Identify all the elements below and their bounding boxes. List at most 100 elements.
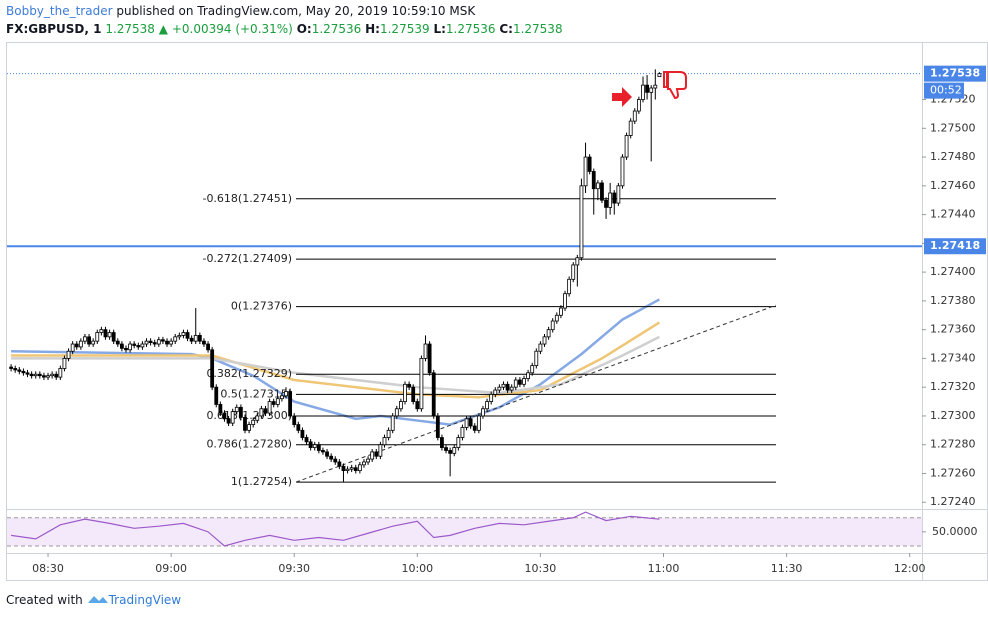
candle-body (341, 465, 346, 472)
thumbs-down-icon (663, 71, 687, 100)
candle-body (296, 424, 301, 431)
candle-body (542, 336, 547, 345)
candle-body (530, 365, 535, 374)
candle-body (501, 383, 506, 388)
x-tick-label: 09:00 (155, 562, 187, 575)
candle-body (554, 314, 559, 322)
candle-body (476, 415, 481, 431)
candle-body (238, 406, 243, 418)
ohlc-value: 1.27538 (512, 22, 563, 36)
candle-body (427, 343, 432, 374)
frame (6, 42, 988, 581)
candle-body (284, 391, 288, 397)
candle-body (50, 373, 55, 377)
y-tick-label: 1.27260 (930, 466, 976, 479)
candle-body (42, 375, 46, 378)
candle-body (62, 358, 67, 369)
candle-body (353, 467, 358, 472)
candle-body (288, 391, 293, 417)
candle-body (312, 444, 317, 448)
author[interactable]: Bobby_the_trader (6, 4, 113, 18)
x-tick-label: 09:30 (278, 562, 310, 575)
candle-body (649, 87, 654, 93)
x-tick-label: 08:30 (32, 562, 64, 575)
candle-body (140, 343, 145, 348)
y-tick-label: 1.27440 (930, 208, 976, 221)
candle-body (304, 437, 309, 443)
chart: -0.618(1.27451) -0.272(1.27409) 0(1.27376)… (6, 42, 988, 581)
candle-body (107, 332, 112, 338)
candle-body (210, 349, 215, 388)
candle-body (95, 332, 100, 342)
ohlc-label: L: (433, 22, 446, 36)
candle-body (337, 461, 342, 467)
candle-body (165, 340, 169, 345)
candle-body (620, 156, 625, 187)
candle-body (399, 401, 403, 410)
candle-body (550, 320, 555, 331)
y-tick-label: 1.27340 (930, 351, 976, 364)
x-tick-label: 11:30 (771, 562, 803, 575)
countdown: 00:52 (930, 84, 962, 97)
candle-body (66, 350, 71, 359)
fib-label: 0.786(1.27280) (206, 438, 292, 451)
candle-body (271, 401, 276, 405)
candle-body (247, 424, 251, 431)
trend-line (295, 304, 777, 483)
candle-body (575, 257, 580, 266)
candle-body (431, 372, 436, 417)
candle-body (275, 398, 280, 405)
candle-body (362, 461, 366, 466)
candle-body (308, 441, 313, 448)
candle-body (616, 185, 621, 204)
candle-body (119, 343, 124, 349)
candle-body (74, 343, 79, 348)
candle-body (489, 393, 494, 402)
candle-body (481, 408, 485, 417)
fib-label: 0.5(1.27315) (220, 387, 292, 400)
candle-body (505, 383, 510, 391)
candle-body (189, 337, 194, 342)
brand[interactable]: TradingView (108, 593, 182, 607)
y-tick-label: 1.27460 (930, 179, 976, 192)
ohlc: O:1.27536 H:1.27539 L:1.27536 C:1.27538 (297, 22, 563, 36)
candle-body (612, 192, 617, 204)
candle-body (366, 458, 370, 463)
candle-body (300, 429, 305, 438)
candle-body (70, 343, 75, 352)
candle-body (267, 401, 272, 414)
candle-body (202, 340, 206, 345)
candle-body (546, 329, 551, 338)
candle-body (464, 418, 469, 428)
last-price: 1.27538 (105, 22, 155, 36)
candle-body (169, 340, 174, 345)
candle-body (595, 182, 600, 190)
fib-label: -0.272(1.27409) (202, 252, 292, 265)
candle-body (222, 412, 227, 420)
candle-body (111, 332, 116, 342)
fib-label: -0.618(1.27451) (202, 192, 292, 205)
candle-body (628, 120, 633, 136)
candle-body (226, 418, 231, 424)
x-tick-label: 11:00 (648, 562, 680, 575)
candle-body (390, 415, 395, 431)
candle-body (316, 444, 321, 451)
y-tick-label: 1.27380 (930, 294, 976, 307)
candle-body (517, 379, 522, 385)
countdown-box (924, 82, 964, 99)
y-tick-label: 1.27280 (930, 438, 976, 451)
candle-body (411, 386, 416, 402)
candle-body (509, 386, 514, 391)
candle-body (657, 73, 662, 77)
candle-body (197, 335, 202, 342)
y-tick-label: 1.27400 (930, 265, 976, 278)
candle-body (468, 418, 473, 427)
candle-body (485, 401, 489, 410)
symbol-line: FX:GBPUSD, 1 1.27538 ▲ +0.00394 (+0.31%)… (6, 22, 563, 36)
candle-body (513, 379, 518, 388)
candle-body (522, 378, 526, 385)
candle-body (563, 293, 567, 309)
candle-body (641, 84, 645, 100)
candle-body (99, 329, 104, 333)
